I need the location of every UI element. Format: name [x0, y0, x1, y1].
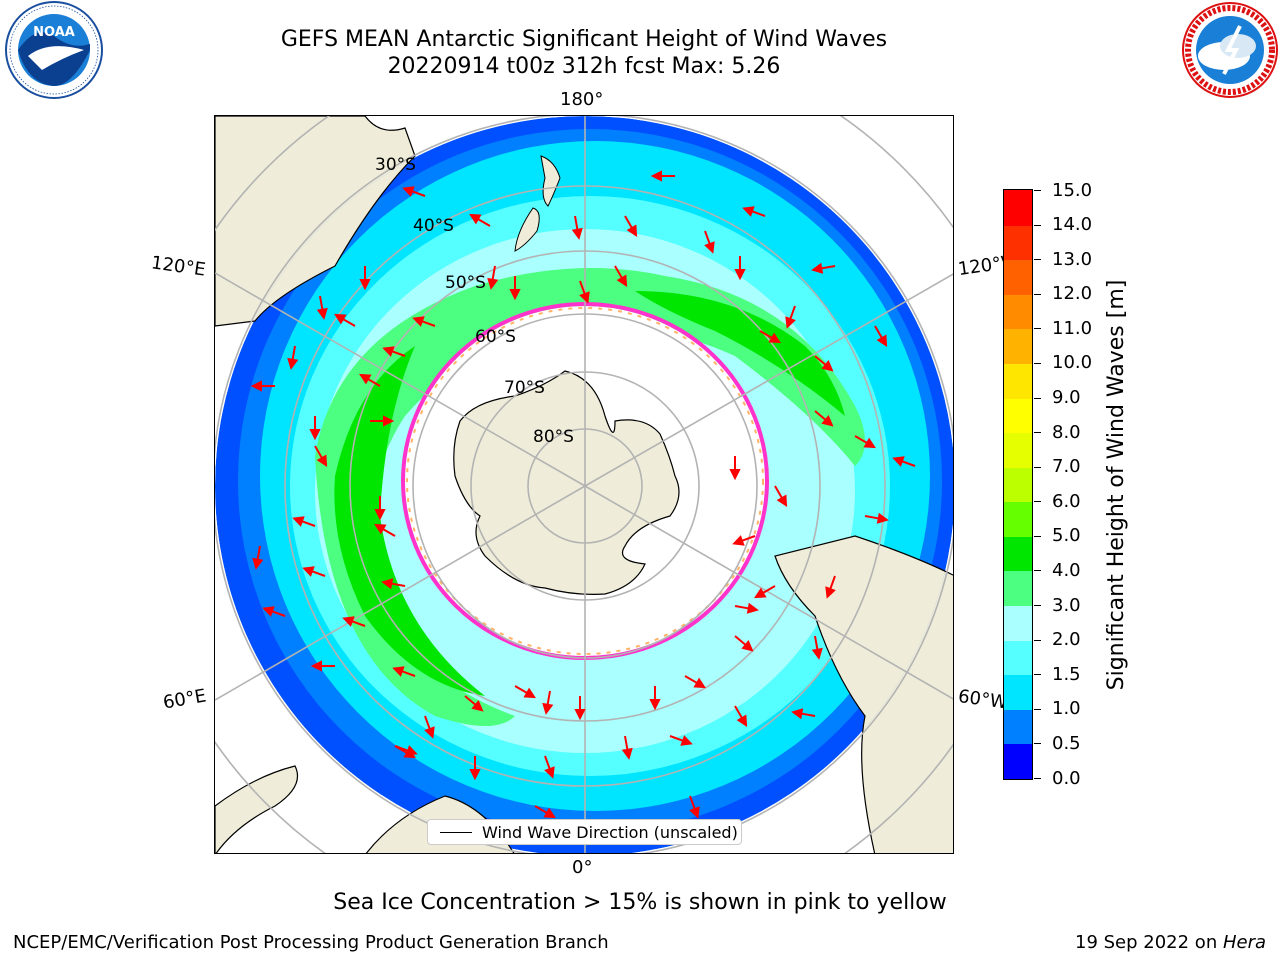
lon-label-bottom: 0°: [572, 857, 593, 878]
colorbar-segment: [1004, 225, 1032, 261]
colorbar-tick-label: 4.0: [1052, 559, 1081, 581]
colorbar-tick: 12.0: [1034, 283, 1092, 304]
footer-credit: NCEP/EMC/Verification Post Processing Pr…: [13, 932, 609, 953]
colorbar-tick: 13.0: [1034, 249, 1092, 270]
footer-date-text: 19 Sep 2022 on: [1075, 932, 1223, 953]
footer-host: Hera: [1222, 932, 1266, 953]
meridians: [215, 116, 953, 853]
colorbar-tick-label: 0.0: [1052, 767, 1081, 789]
colorbar: [1003, 189, 1033, 780]
lon-label-top: 180°: [560, 89, 604, 110]
colorbar-tick: 5.0: [1034, 525, 1081, 546]
colorbar-tick-label: 12.0: [1052, 283, 1093, 305]
colorbar-tick: 3.0: [1034, 595, 1081, 616]
lat-label-40s: 40°S: [413, 216, 454, 236]
colorbar-segment: [1004, 259, 1032, 295]
colorbar-segment: [1004, 397, 1032, 434]
colorbar-segment: [1004, 294, 1032, 330]
colorbar-tick: 8.0: [1034, 422, 1081, 443]
polar-map: 30°S 40°S 50°S 60°S 70°S 80°S: [214, 115, 954, 854]
colorbar-segment: [1004, 605, 1032, 641]
chart-title: GEFS MEAN Antarctic Significant Height o…: [280, 27, 888, 52]
colorbar-label: Significant Height of Wind Waves [m]: [1104, 279, 1129, 691]
lon-label-upper-right: 120°W: [956, 252, 1006, 281]
colorbar-tick-label: 5.0: [1052, 525, 1081, 547]
colorbar-segment: [1004, 536, 1032, 572]
colorbar-tick: 2.0: [1034, 629, 1081, 650]
lat-label-50s: 50°S: [445, 273, 486, 293]
colorbar-tick-label: 9.0: [1052, 387, 1081, 409]
colorbar-segment: [1004, 467, 1032, 503]
footer-date: 19 Sep 2022 on Hera: [1075, 932, 1266, 953]
colorbar-tick-label: 10.0: [1052, 352, 1093, 374]
sea-ice-note: Sea Ice Concentration > 15% is shown in …: [333, 890, 947, 915]
lat-label-60s: 60°S: [475, 327, 516, 347]
colorbar-tick: 1.0: [1034, 698, 1081, 719]
colorbar-tick: 7.0: [1034, 456, 1081, 477]
colorbar-tick-label: 11.0: [1052, 317, 1093, 339]
colorbar-tick: 1.5: [1034, 664, 1081, 685]
chart-subtitle: 20220914 t00z 312h fcst Max: 5.26: [387, 54, 781, 79]
colorbar-tick-label: 2.0: [1052, 629, 1081, 651]
colorbar-tick-label: 1.5: [1052, 663, 1081, 685]
colorbar-tick: 15.0: [1034, 180, 1092, 201]
legend-label: Wind Wave Direction (unscaled): [482, 822, 738, 842]
lat-label-30s: 30°S: [375, 155, 416, 175]
colorbar-tick: 11.0: [1034, 318, 1092, 339]
colorbar-segment: [1004, 674, 1032, 710]
colorbar-tick: 9.0: [1034, 387, 1081, 408]
colorbar-tick: 10.0: [1034, 352, 1092, 373]
colorbar-tick-label: 1.0: [1052, 698, 1081, 720]
latitude-label-group: 30°S 40°S 50°S 60°S 70°S 80°S: [375, 155, 574, 447]
noaa-logo-text: NOAA: [33, 25, 75, 40]
colorbar-tick-label: 8.0: [1052, 421, 1081, 443]
colorbar-segment: [1004, 190, 1032, 226]
lon-label-lower-left: 60°E: [161, 685, 208, 714]
colorbar-segment: [1004, 640, 1032, 676]
colorbar-segment: [1004, 432, 1032, 468]
noaa-logo: NOAA: [2, 0, 106, 104]
colorbar-segment: [1004, 501, 1032, 537]
legend-line: [440, 831, 472, 833]
colorbar-tick-label: 14.0: [1052, 214, 1093, 236]
wind-wave-arrows: [250, 170, 916, 819]
colorbar-tick: 4.0: [1034, 560, 1081, 581]
colorbar-segment: [1004, 570, 1032, 607]
colorbar-segment: [1004, 709, 1032, 745]
colorbar-segment: [1004, 743, 1032, 779]
new-zealand: [540, 155, 561, 207]
colorbar-tick-label: 7.0: [1052, 456, 1081, 478]
lon-label-lower-right: 60°W: [956, 685, 1006, 714]
colorbar-tick-label: 13.0: [1052, 248, 1093, 270]
lat-label-80s: 80°S: [533, 427, 574, 447]
colorbar-segment: [1004, 363, 1032, 399]
wave-band-4-5m-east: [635, 291, 845, 416]
map-legend: Wind Wave Direction (unscaled): [427, 819, 742, 845]
lon-label-upper-left: 120°E: [149, 252, 207, 281]
colorbar-tick-label: 15.0: [1052, 179, 1093, 201]
colorbar-tick: 0.5: [1034, 733, 1081, 754]
colorbar-tick: 14.0: [1034, 214, 1092, 235]
colorbar-tick: 0.0: [1034, 768, 1081, 789]
antarctica: [453, 370, 680, 595]
colorbar-tick-label: 6.0: [1052, 490, 1081, 512]
nws-logo: [1180, 0, 1280, 104]
lat-label-70s: 70°S: [504, 378, 545, 398]
colorbar-tick-label: 0.5: [1052, 732, 1081, 754]
colorbar-tick-label: 3.0: [1052, 594, 1081, 616]
colorbar-segment: [1004, 328, 1032, 364]
colorbar-tick: 6.0: [1034, 491, 1081, 512]
